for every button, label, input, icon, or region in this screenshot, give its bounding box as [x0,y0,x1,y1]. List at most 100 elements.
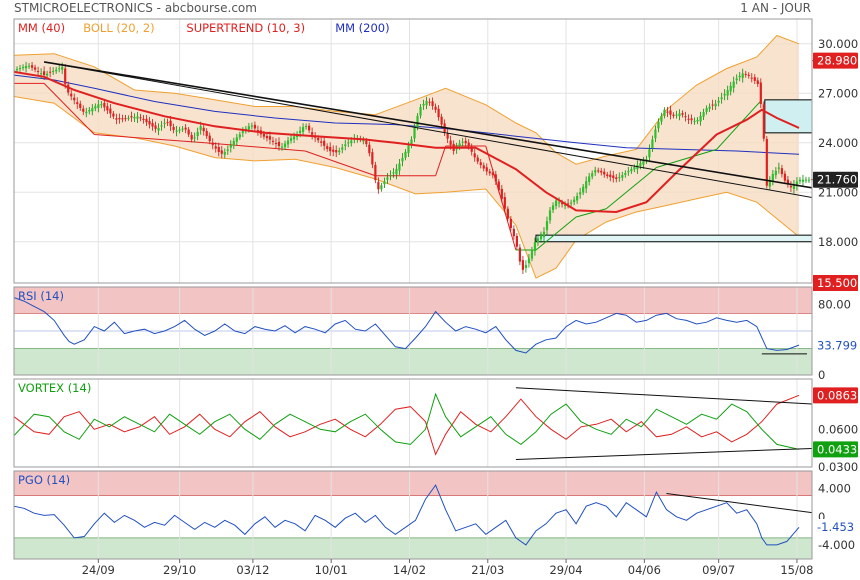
candle-body-201 [618,177,621,179]
candle-body-142 [440,116,443,125]
candle-body-261 [798,179,802,182]
candle-body-51 [166,122,169,124]
candle-body-253 [774,170,777,176]
candle-body-50 [163,122,166,124]
candle-body-110 [344,144,347,146]
candle-body-144 [446,133,449,139]
candle-body-125 [389,174,392,176]
candle-body-245 [750,77,753,79]
candle-body-16 [61,66,64,70]
supertrend-seg-14 [716,99,763,150]
candle-body-219 [672,114,675,116]
candle-body-159 [491,172,494,176]
candle-body-190 [585,181,588,189]
price-ytick-1: 27.000 [818,86,858,100]
pgo-ytick-2: -4.000 [818,538,855,552]
candle-body-65 [208,135,211,142]
price-current-value: 21.760 [817,173,857,187]
candle-body-175 [539,235,543,240]
vortex-ytick-0: 0.0600 [818,422,858,436]
candle-body-107 [335,150,338,153]
vortex-positive-value-bg [813,441,858,458]
candle-body-85 [268,136,272,140]
candle-body-236 [723,93,726,96]
price-last-value: 28.980 [817,54,857,68]
price-trendline-0 [43,61,812,189]
candle-body-252 [771,174,774,182]
candle-body-86 [271,140,275,142]
candle-body-217 [666,111,669,113]
candle-body-138 [428,101,431,103]
candle-body-95 [298,130,302,133]
candle-body-52 [169,120,172,127]
candle-body-206 [633,167,636,170]
pgo-current-value: -1.453 [817,520,854,534]
candle-body-21 [76,102,79,105]
candle-body-41 [136,116,139,119]
candle-body-36 [121,118,124,120]
candle-body-130 [404,151,407,158]
candle-body-179 [551,205,555,210]
candle-body-195 [600,170,603,173]
candle-body-37 [124,118,127,120]
candle-body-34 [115,118,118,120]
candle-body-131 [407,145,410,154]
rsi-ytick-1: 0 [818,368,825,382]
price-plot [14,34,812,283]
candle-body-248 [759,82,762,104]
candle-body-98 [308,125,311,131]
rsi-overbought-zone [14,287,812,314]
candle-body-7 [33,67,37,70]
candle-body-25 [88,109,91,112]
candle-body-234 [717,100,720,103]
candle-body-14 [55,69,58,72]
candle-body-230 [705,108,708,112]
price-ytick-5: 15.500 [817,276,857,290]
candle-body-68 [217,147,220,152]
candle-body-83 [262,133,266,137]
candle-body-72 [229,145,232,148]
supertrend-seg-6 [435,145,447,176]
pgo-upper-zone [14,471,812,496]
price-trendline-1 [44,61,812,198]
candle-body-249 [762,104,765,139]
candle-body-214 [657,122,660,129]
candle-body-23 [82,108,85,112]
xtick-label-6: 29/04 [549,563,582,577]
candle-body-108 [338,150,341,153]
candle-body-46 [151,123,154,127]
price-zone-1 [535,234,812,243]
candle-body-135 [419,107,422,116]
vortex-positive-value: 0.0433 [817,442,857,456]
candle-body-149 [461,141,464,143]
candle-body-127 [395,168,398,175]
vortex-negative-value-bg [813,387,858,404]
candle-body-231 [708,106,711,109]
candle-body-151 [467,142,470,147]
candle-body-166 [512,228,515,237]
candle-body-255 [780,168,783,175]
candle-body-2 [18,68,22,70]
candle-body-56 [181,128,184,130]
candle-body-49 [160,125,163,127]
candle-body-74 [235,137,238,142]
supertrend-seg-4 [304,150,376,177]
candle-body-12 [49,71,52,73]
candle-body-76 [241,131,244,133]
candle-body-61 [196,131,199,137]
price-last-value-bg [813,52,858,69]
candle-body-170 [524,264,528,269]
candle-body-164 [506,208,509,219]
candle-body-152 [470,147,473,152]
supertrend-seg-2 [94,134,205,144]
candle-body-251 [768,179,771,187]
candle-body-89 [280,146,284,148]
candle-body-88 [277,141,281,147]
price-legend-1: BOLL (20, 2) [83,21,154,35]
candle-body-39 [130,116,133,118]
candle-body-186 [573,199,576,202]
candle-body-183 [563,205,567,207]
candle-body-75 [238,134,241,138]
candle-body-237 [726,90,729,96]
